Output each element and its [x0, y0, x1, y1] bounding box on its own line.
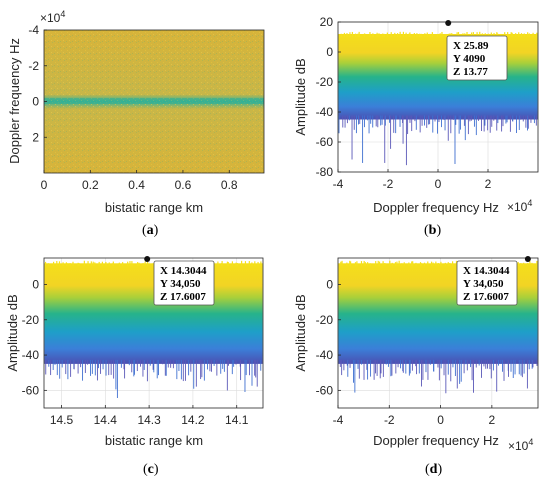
x-tick-label-d: -4	[333, 413, 344, 427]
y-tick-label-c: -40	[22, 348, 40, 362]
x-axis-label-b: Doppler frequency Hz	[373, 200, 499, 215]
datatip-line: X 14.3044	[463, 265, 510, 277]
y-axis-label-b: Amplitude dB	[293, 58, 308, 135]
y-axis-label-a: Doppler frequency Hz	[7, 38, 22, 164]
caption-c: (c)	[143, 462, 159, 477]
x-tick-label-b: 0	[435, 177, 442, 191]
x-ticks-d: -4 -2 0 2	[333, 405, 496, 427]
x-tick-label-d: -2	[384, 413, 395, 427]
x-tick-label-c: 14.1	[225, 413, 249, 427]
datatip-marker[interactable]	[524, 256, 531, 262]
y-ticks-b: 20 0 -20 -40 -60 -80	[316, 15, 341, 179]
y-exponent-a: ×104	[40, 9, 65, 25]
x-axis-label-a: bistatic range km	[105, 200, 203, 215]
datatip-line: Z 17.6007	[160, 291, 206, 303]
datatip-line: Z 13.77	[453, 66, 488, 78]
datatip-line: Z 17.6007	[463, 291, 509, 303]
plot-frame-c	[43, 257, 264, 409]
x-tick-label-c: 14.4	[94, 413, 118, 427]
y-tick-label-b: -20	[316, 75, 334, 89]
caption-b: (b)	[424, 223, 441, 238]
y-tick-label-c: 0	[32, 277, 39, 291]
datatip-line: Y 4090	[453, 53, 486, 65]
x-tick-label-b: -2	[383, 177, 394, 191]
x-tick-label-b: 2	[485, 177, 492, 191]
x-tick-label-d: 2	[489, 413, 496, 427]
datatip-box	[153, 260, 215, 306]
y-tick-label-b: -60	[316, 135, 334, 149]
y-ticks-d: 0 -20 -40 -60	[316, 277, 341, 397]
panel-b: -4 -2 0 2 200-20-40-60-80 ×104 X 25.89Y 409…	[293, 15, 539, 238]
caption-a: (a)	[142, 223, 159, 238]
x-ticks-b: -4 -2 0 2	[333, 169, 492, 191]
plot-frame-d	[337, 257, 539, 409]
y-tick-label-a: -2	[28, 59, 39, 73]
x-tick-label-a: 0.6	[175, 178, 192, 192]
x-exponent-d: ×104	[508, 437, 533, 453]
x-tick-label-a: 0.8	[221, 178, 238, 192]
x-axis-label-c: bistatic range km	[105, 433, 203, 448]
y-tick-label-b: -80	[316, 165, 334, 179]
x-tick-label-a: 0	[41, 178, 48, 192]
panel-c: 14.5 14.4 14.3 14.2 14.1 0 -20 -40 -60 X 14.304…	[5, 256, 264, 477]
datatip-marker[interactable]	[445, 20, 452, 26]
y-tick-label-b: 0	[326, 45, 333, 59]
datatip-line: Y 34,050	[160, 278, 201, 290]
x-tick-label-d: 0	[437, 413, 444, 427]
x-tick-label-c: 14.5	[50, 413, 74, 427]
datatip-line: X 25.89	[453, 40, 489, 52]
datatip-box	[446, 35, 508, 81]
x-tick-label-c: 14.3	[137, 413, 161, 427]
datatip-line: X 14.3044	[160, 265, 207, 277]
y-ticks-c: 0 -20 -40 -60	[22, 277, 47, 397]
y-tick-label-c: -60	[22, 383, 40, 397]
y-axis-label-d: Amplitude dB	[293, 294, 308, 371]
panel-a: 0 0.2 0.4 0.6 0.8 -4 -2 0 2 ×104 bistatic range…	[7, 9, 265, 238]
x-exponent-b: ×104	[507, 198, 532, 214]
y-tick-label-d: -20	[316, 313, 334, 327]
x-axis-label-d: Doppler frequency Hz	[373, 433, 499, 448]
x-tick-label-a: 0.2	[82, 178, 99, 192]
spectrum-body	[338, 34, 538, 120]
y-tick-label-a: 2	[32, 130, 39, 144]
y-tick-label-d: -40	[316, 348, 334, 362]
y-tick-label-d: 0	[326, 277, 333, 291]
x-tick-label-a: 0.4	[128, 178, 145, 192]
spectrum-fill-c	[44, 260, 263, 399]
y-tick-label-d: -60	[316, 383, 334, 397]
datatip-marker[interactable]	[144, 256, 151, 262]
y-ticks-a: -4 -2 0 2	[28, 23, 47, 144]
y-tick-label-b: 20	[320, 15, 334, 29]
datatip-line: Y 34,050	[463, 278, 504, 290]
heatmap-a-ridge	[44, 98, 264, 104]
y-tick-label-a: 0	[32, 95, 39, 109]
y-tick-label-c: -20	[22, 313, 40, 327]
x-ticks-c: 14.5 14.4 14.3 14.2 14.1	[50, 405, 249, 427]
x-ticks-a: 0 0.2 0.4 0.6 0.8	[41, 170, 238, 192]
y-tick-label-b: -40	[316, 105, 334, 119]
datatip-box	[456, 260, 518, 306]
x-tick-label-c: 14.2	[181, 413, 205, 427]
caption-d: (d)	[425, 462, 442, 477]
y-tick-label-a: -4	[28, 23, 39, 37]
y-axis-label-c: Amplitude dB	[5, 294, 20, 371]
x-tick-label-b: -4	[333, 177, 344, 191]
spectrum-body	[44, 263, 263, 364]
